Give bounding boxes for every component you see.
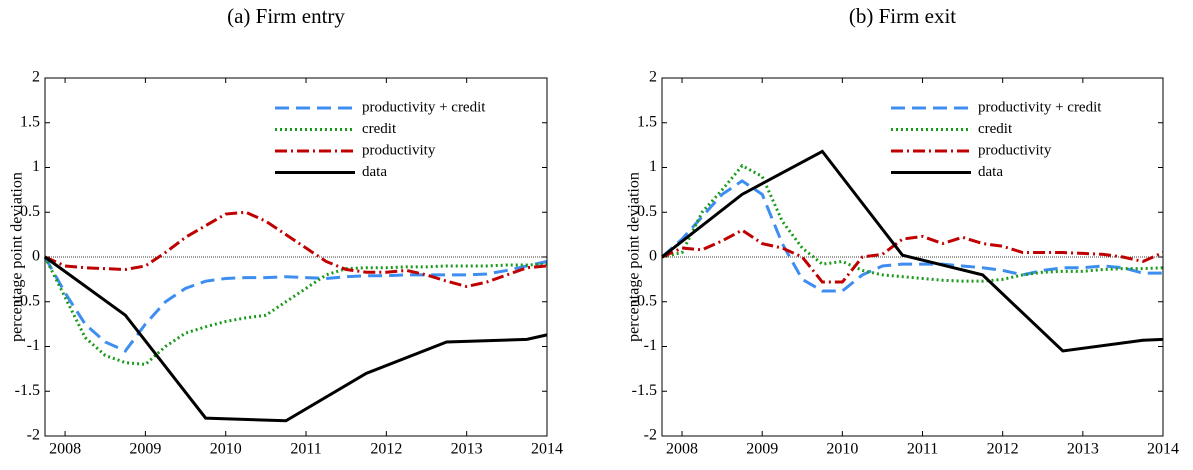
x-tick-label: 2008 bbox=[49, 441, 81, 458]
series-line bbox=[661, 163, 1164, 283]
y-tick-label: 0.5 bbox=[637, 203, 657, 220]
x-tick-label: 2013 bbox=[1067, 441, 1099, 458]
x-tick-label: 2010 bbox=[826, 441, 858, 458]
y-tick-label: 0.5 bbox=[20, 203, 40, 220]
chart-title: (b) Firm exit bbox=[849, 4, 956, 28]
y-tick-label: 1 bbox=[32, 158, 40, 175]
y-tick-label: 1 bbox=[649, 158, 657, 175]
series-line bbox=[661, 179, 1163, 293]
legend-label: credit bbox=[362, 121, 397, 137]
y-tick-label: -2 bbox=[644, 427, 657, 444]
y-tick-label: -1 bbox=[27, 337, 40, 354]
y-tick-label: 0 bbox=[649, 248, 657, 265]
x-tick-label: 2011 bbox=[907, 441, 938, 458]
series-line bbox=[44, 255, 548, 423]
y-tick-label: 2 bbox=[649, 69, 657, 86]
x-tick-label: 2009 bbox=[129, 441, 161, 458]
y-tick-label: -1.5 bbox=[632, 382, 657, 399]
series-line bbox=[661, 228, 1164, 284]
x-tick-label: 2012 bbox=[370, 441, 402, 458]
x-tick-label: 2011 bbox=[290, 441, 321, 458]
legend-label: data bbox=[362, 164, 387, 180]
x-tick-label: 2012 bbox=[987, 441, 1019, 458]
chart-title: (a) Firm entry bbox=[227, 4, 345, 28]
y-tick-label: -0.5 bbox=[15, 292, 40, 309]
legend-label: productivity bbox=[362, 142, 436, 158]
y-axis-label: percentage point deviation bbox=[9, 172, 26, 342]
y-tick-label: 2 bbox=[32, 69, 40, 86]
legend-label: data bbox=[978, 164, 1003, 180]
x-tick-label: 2010 bbox=[210, 441, 242, 458]
y-tick-label: 0 bbox=[32, 248, 40, 265]
series-line bbox=[44, 210, 548, 289]
x-tick-label: 2009 bbox=[746, 441, 778, 458]
y-tick-label: -0.5 bbox=[632, 292, 657, 309]
y-tick-label: -1.5 bbox=[15, 382, 40, 399]
legend-label: productivity + credit bbox=[978, 99, 1102, 115]
y-axis-label: percentage point deviation bbox=[626, 172, 643, 342]
legend-label: productivity + credit bbox=[362, 99, 486, 115]
series-line bbox=[661, 149, 1164, 353]
plot-frame bbox=[44, 77, 548, 437]
series-line bbox=[43, 256, 548, 366]
x-tick-label: 2013 bbox=[451, 441, 483, 458]
y-tick-label: -2 bbox=[27, 427, 40, 444]
x-tick-label: 2014 bbox=[1147, 441, 1179, 458]
legend-label: productivity bbox=[978, 142, 1052, 158]
plot-frame bbox=[661, 77, 1164, 437]
x-tick-label: 2008 bbox=[666, 441, 698, 458]
series-line bbox=[43, 256, 548, 353]
y-tick-label: 1.5 bbox=[20, 113, 40, 130]
y-tick-label: 1.5 bbox=[637, 113, 657, 130]
x-tick-label: 2014 bbox=[531, 441, 563, 458]
legend-label: credit bbox=[978, 121, 1013, 137]
y-tick-label: -1 bbox=[644, 337, 657, 354]
